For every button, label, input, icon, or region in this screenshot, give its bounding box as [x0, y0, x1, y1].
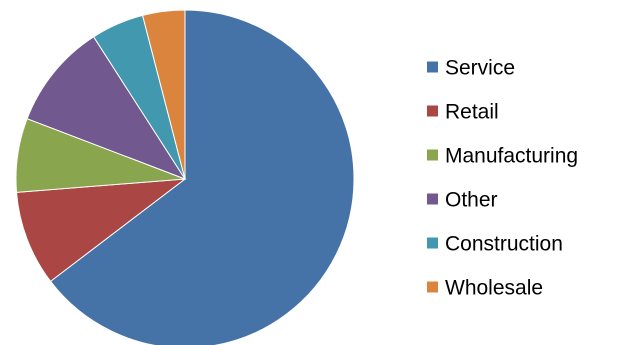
legend-label-wholesale: Wholesale: [445, 277, 543, 300]
legend-label-manufacturing: Manufacturing: [445, 145, 578, 168]
legend-swatch-manufacturing: [427, 149, 438, 161]
pie-slice-retail: [15, 178, 187, 283]
legend-swatch-other: [427, 193, 438, 205]
legend-swatch-construction: [427, 237, 438, 249]
legend-item-construction: Construction: [427, 233, 563, 256]
legend-label-retail: Retail: [445, 101, 499, 124]
legend-swatch-service: [427, 61, 438, 73]
legend-item-manufacturing: Manufacturing: [427, 145, 578, 168]
pie-slice-wholesale: [141, 9, 186, 180]
legend-label-construction: Construction: [445, 233, 563, 256]
pie-slices: [15, 9, 355, 345]
legend-label-service: Service: [445, 57, 515, 80]
legend-item-service: Service: [427, 57, 515, 80]
legend-swatch-retail: [427, 105, 438, 117]
legend-swatch-wholesale: [427, 281, 438, 293]
pie-slice-other: [26, 36, 187, 181]
legend-item-wholesale: Wholesale: [427, 277, 543, 300]
legend-item-other: Other: [427, 189, 498, 212]
legend-item-retail: Retail: [427, 101, 499, 124]
legend: Service Retail Manufacturing Other Construct…: [427, 57, 578, 300]
legend-label-other: Other: [445, 189, 498, 212]
pie-slice-service: [49, 9, 355, 345]
